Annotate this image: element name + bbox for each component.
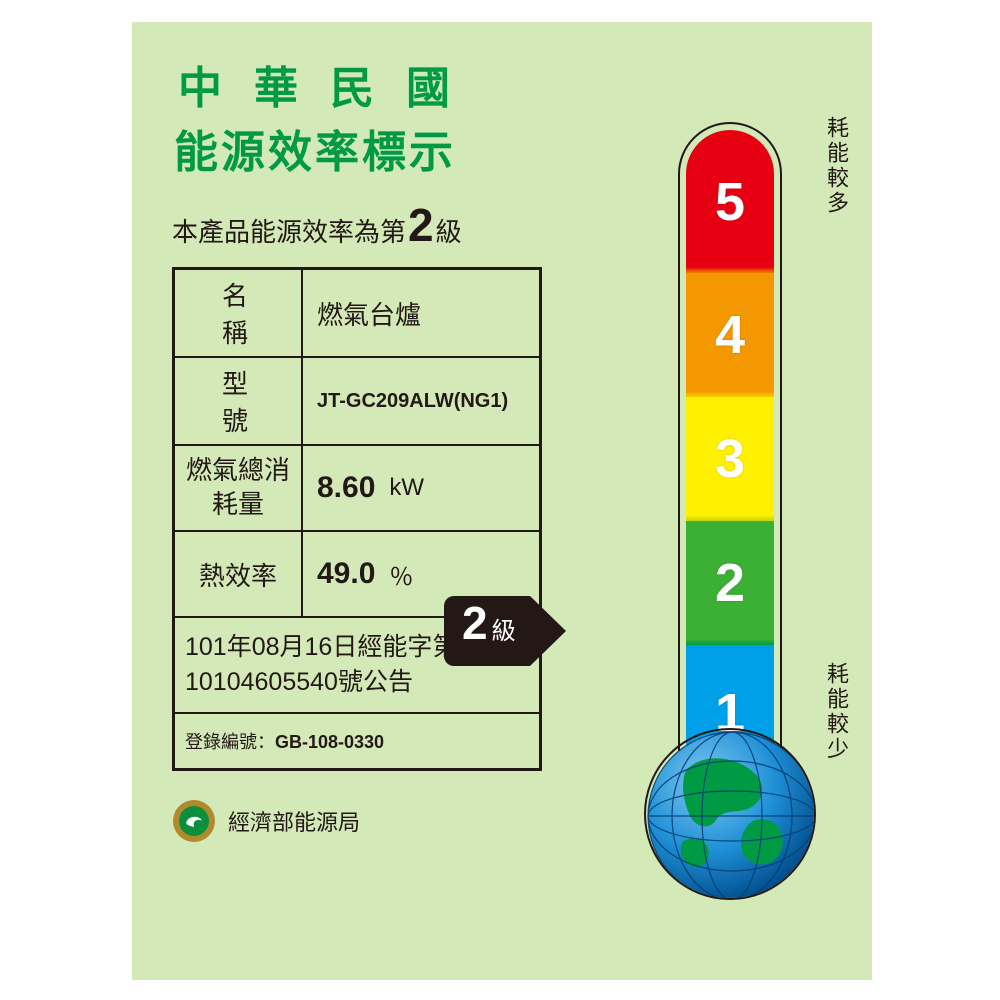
grade-number: 2: [408, 202, 434, 248]
header-line1: 中華民國: [178, 52, 842, 116]
pointer-box: 2 級: [444, 596, 530, 666]
thermo-segment-number: 2: [715, 552, 745, 614]
thermo-label-low: 耗能較少: [820, 662, 852, 762]
thermo-segment-number: 4: [715, 304, 745, 366]
pointer-suffix: 級: [492, 611, 516, 646]
bureau-name: 經濟部能源局: [228, 805, 360, 837]
thermo-bulb-globe: [644, 728, 816, 900]
pointer-number: 2: [462, 596, 488, 650]
grade-pointer: 2 級: [444, 596, 566, 666]
row-value-model: JT-GC209ALW(NG1): [303, 358, 539, 444]
grade-prefix: 本產品能源效率為第: [172, 212, 406, 249]
row-value-name: 燃氣台爐: [303, 270, 539, 356]
table-row: 燃氣總消耗量 8.60 kW: [175, 446, 539, 532]
spec-table: 名稱 燃氣台爐 型號 JT-GC209ALW(NG1) 燃氣總消耗量 8.60 …: [172, 267, 542, 771]
thermo-tube-inner: 54321: [686, 130, 774, 770]
registration-number: GB-108-0330: [275, 732, 384, 752]
thermo-segment-number: 5: [715, 171, 745, 233]
row-value-consumption: 8.60 kW: [303, 446, 539, 530]
thermo-tube: 54321: [678, 122, 782, 772]
globe-icon: [646, 730, 816, 900]
thermo-segment-3: 3: [686, 397, 774, 521]
energy-label-card: 中華民國 能源效率標示 本產品能源效率為第 2 級 名稱 燃氣台爐 型號 JT-…: [132, 22, 872, 980]
table-row: 名稱 燃氣台爐: [175, 270, 539, 358]
grade-suffix: 級: [436, 212, 462, 249]
thermo-segment-5: 5: [686, 130, 774, 273]
thermometer: 耗能較多 耗能較少 54321: [634, 116, 824, 956]
bureau-logo-icon: [172, 799, 216, 843]
registration-row: 登錄編號：GB-108-0330: [175, 714, 539, 768]
registration-label: 登錄編號：: [185, 732, 275, 752]
row-label-consumption: 燃氣總消耗量: [175, 446, 303, 530]
thermo-segment-2: 2: [686, 521, 774, 645]
thermo-label-high: 耗能較多: [820, 116, 852, 216]
thermo-segment-4: 4: [686, 273, 774, 397]
row-label-name: 名稱: [175, 270, 303, 356]
row-label-efficiency: 熱效率: [175, 532, 303, 616]
pointer-arrow-icon: [530, 596, 566, 666]
row-label-model: 型號: [175, 358, 303, 444]
thermo-segment-number: 3: [715, 428, 745, 490]
table-row: 型號 JT-GC209ALW(NG1): [175, 358, 539, 446]
